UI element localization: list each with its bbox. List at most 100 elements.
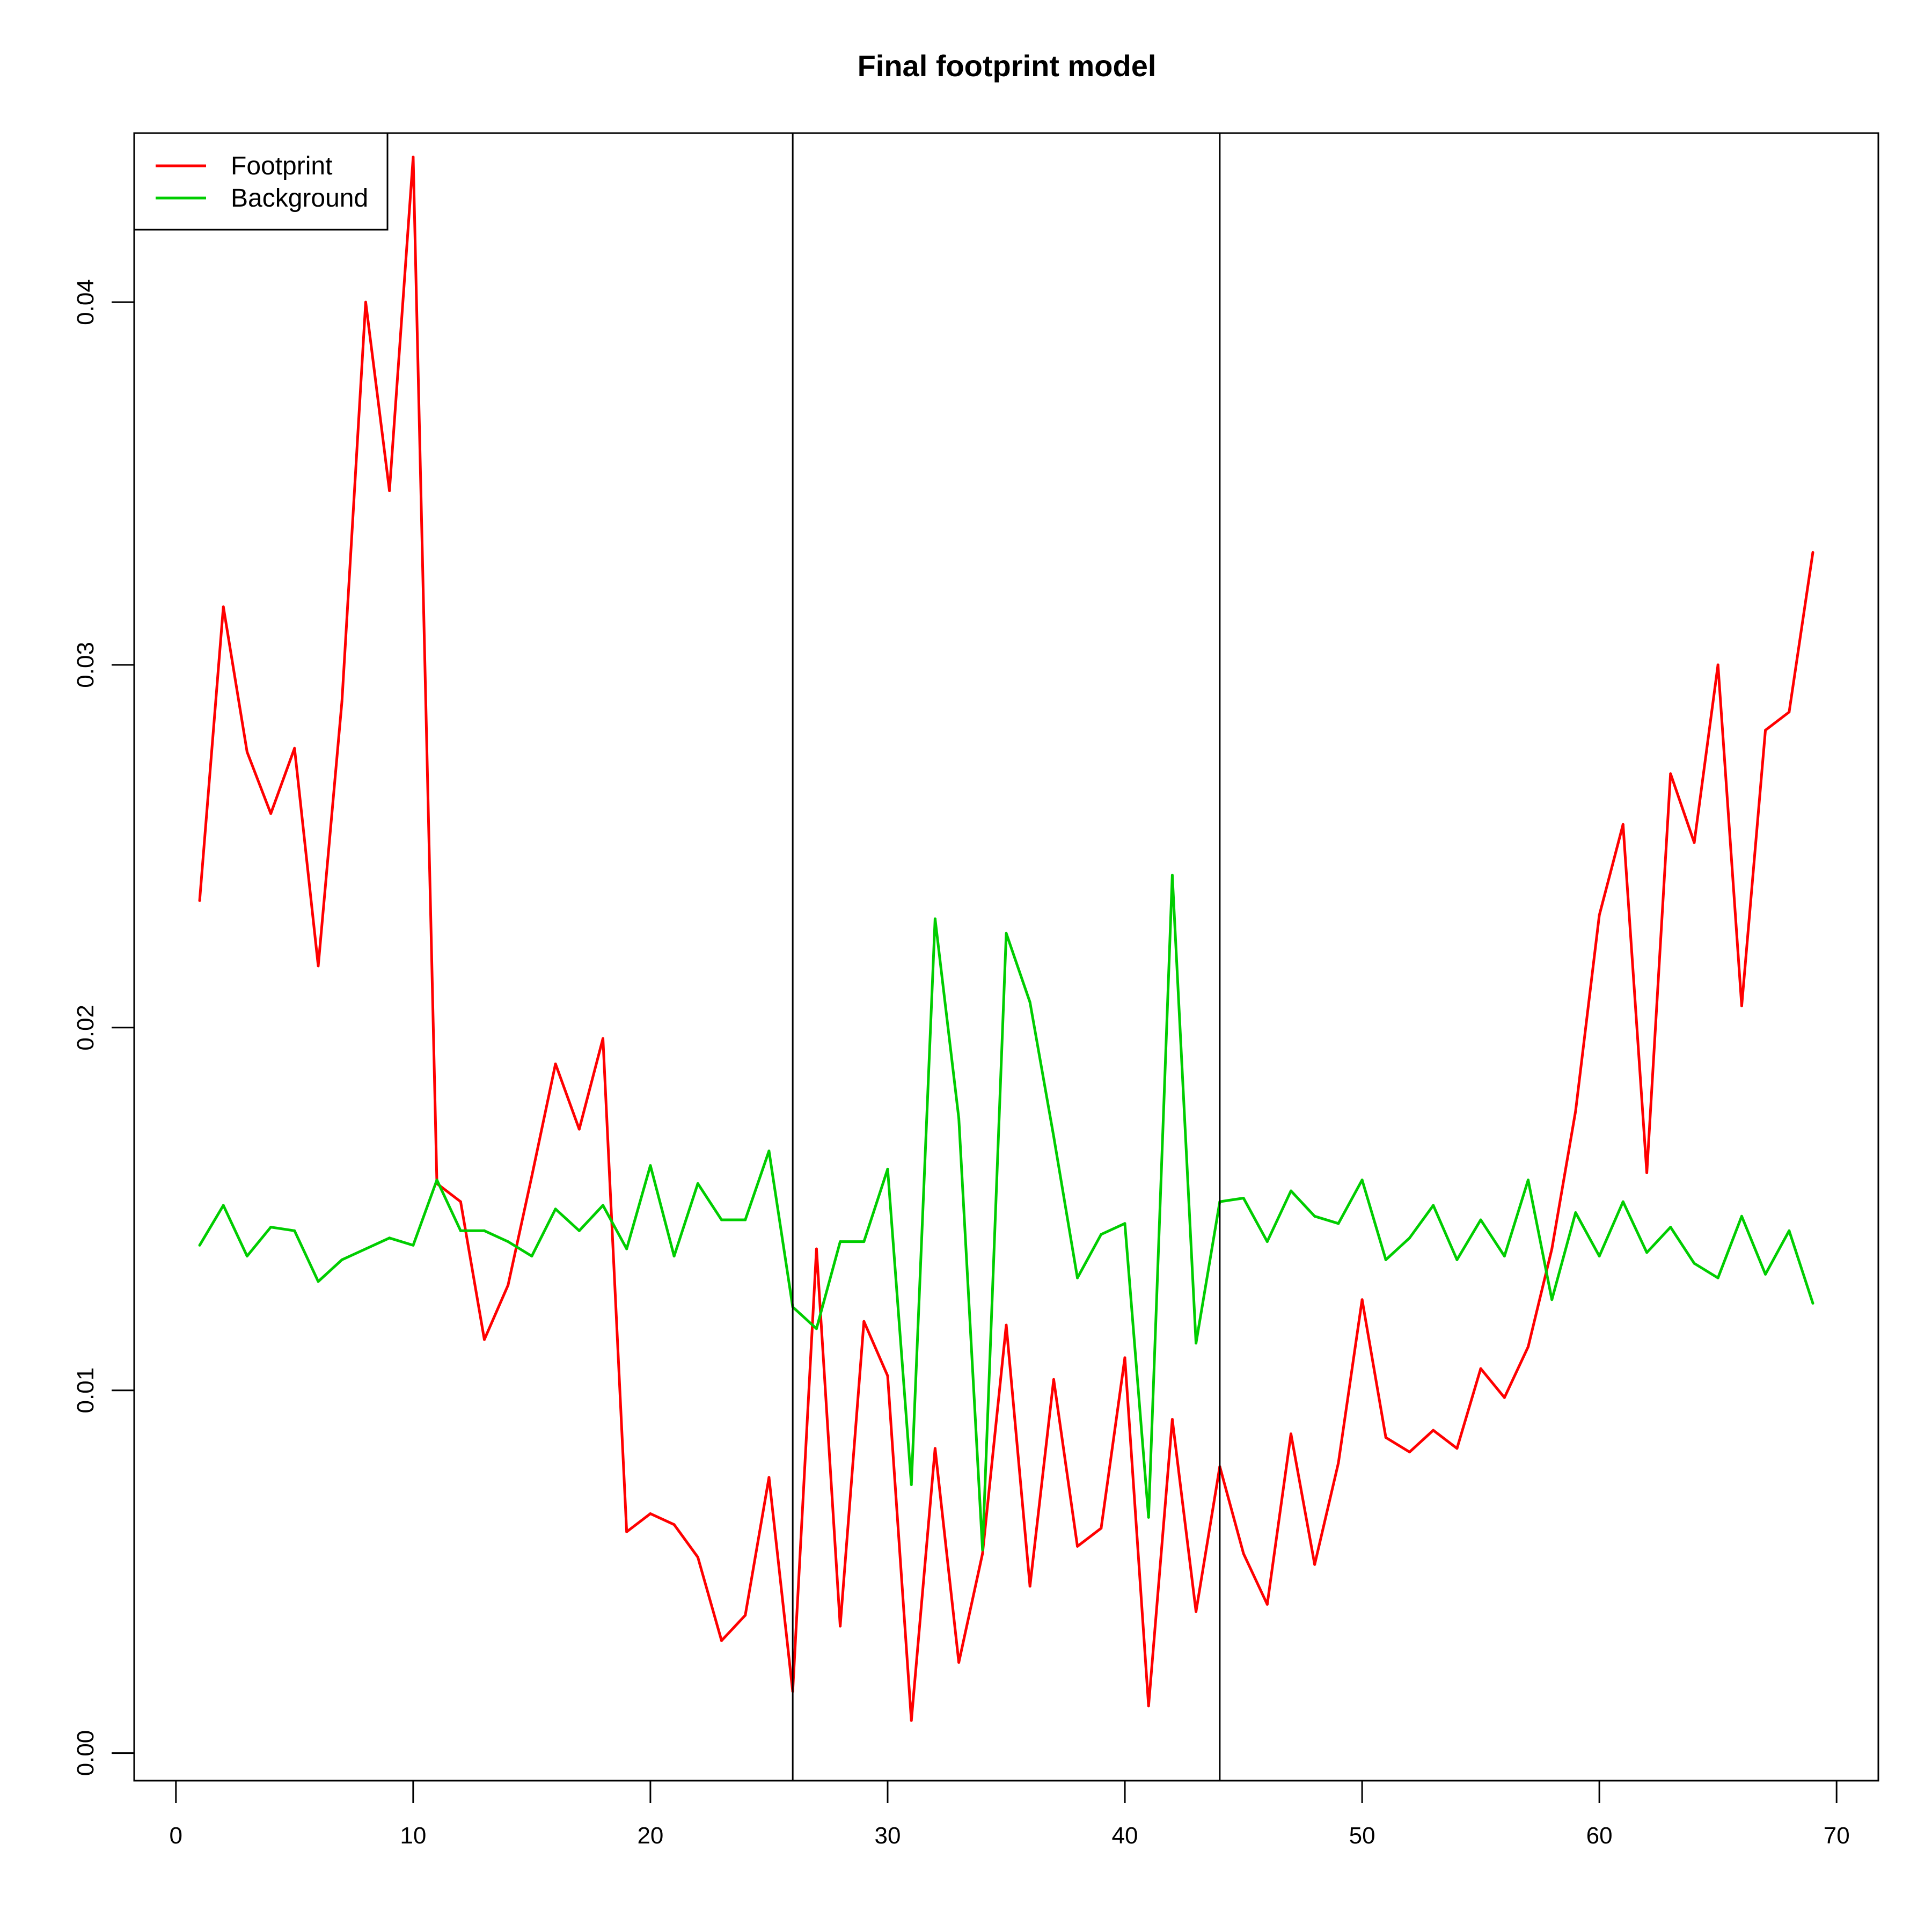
data-point-background <box>1503 1255 1506 1258</box>
data-point-background <box>767 1150 771 1153</box>
series-line-background <box>198 874 1814 1552</box>
data-point-background <box>696 1182 699 1185</box>
data-point-background <box>1360 1179 1364 1182</box>
data-point-background <box>1195 1342 1198 1345</box>
data-point-background <box>1290 1189 1292 1192</box>
data-point-footprint <box>649 1512 652 1515</box>
data-point-background <box>1550 1298 1554 1301</box>
data-point-footprint <box>507 1284 510 1287</box>
data-point-background <box>1645 1251 1649 1254</box>
data-point-background <box>1028 1001 1031 1004</box>
data-point-background <box>1337 1222 1340 1225</box>
vertical-reference-lines <box>792 133 1221 1781</box>
data-point-footprint <box>910 1719 913 1722</box>
data-point-background <box>1123 1222 1126 1225</box>
data-point-footprint <box>886 1374 889 1378</box>
data-point-background <box>1147 1516 1150 1519</box>
data-point-background <box>435 1179 438 1182</box>
data-point-footprint <box>1550 1247 1554 1250</box>
data-point-background <box>483 1229 486 1232</box>
data-point-footprint <box>554 1062 557 1065</box>
data-point-footprint <box>222 605 225 609</box>
data-point-footprint <box>767 1476 771 1479</box>
data-point-background <box>507 1240 510 1243</box>
data-point-background <box>1384 1258 1387 1261</box>
data-point-footprint <box>412 156 415 159</box>
data-point-footprint <box>1242 1552 1245 1555</box>
data-point-footprint <box>1764 729 1767 732</box>
data-point-footprint <box>1455 1447 1459 1450</box>
data-point-background <box>1005 932 1008 935</box>
legend: Footprint Background <box>133 132 389 231</box>
data-point-background <box>1669 1226 1672 1229</box>
data-point-footprint <box>1265 1603 1269 1606</box>
data-point-footprint <box>245 750 248 753</box>
data-point-footprint <box>1503 1396 1506 1399</box>
data-point-background <box>839 1240 842 1243</box>
data-point-background <box>720 1218 723 1221</box>
data-point-footprint <box>720 1639 723 1642</box>
data-point-background <box>1716 1276 1719 1279</box>
data-point-background <box>1811 1302 1814 1305</box>
data-point-background <box>317 1280 320 1283</box>
data-point-background <box>649 1164 652 1167</box>
data-point-footprint <box>1360 1298 1364 1301</box>
data-point-background <box>744 1218 747 1221</box>
data-point-background <box>1408 1236 1411 1240</box>
data-point-footprint <box>364 301 367 304</box>
data-point-footprint <box>933 1447 936 1450</box>
data-point-footprint <box>577 1128 581 1131</box>
data-point-background <box>1455 1258 1459 1261</box>
series-layer <box>198 156 1814 1722</box>
data-point-footprint <box>293 747 296 750</box>
chart-title: Final footprint model <box>858 49 1157 83</box>
data-point-background <box>340 1258 343 1261</box>
data-point-background <box>1265 1240 1269 1243</box>
data-point-footprint <box>744 1614 747 1617</box>
data-point-footprint <box>1432 1429 1435 1432</box>
data-point-background <box>1242 1197 1245 1199</box>
data-point-background <box>577 1229 581 1232</box>
data-point-footprint <box>1123 1356 1126 1359</box>
data-point-footprint <box>1408 1451 1411 1454</box>
y-tick-label: 0.03 <box>72 642 99 688</box>
data-point-footprint <box>1574 1109 1577 1113</box>
y-tick-label: 0.01 <box>72 1367 99 1414</box>
data-point-footprint <box>1479 1367 1482 1370</box>
data-point-footprint <box>1100 1527 1103 1530</box>
legend-label-background: Background <box>231 184 368 213</box>
data-point-footprint <box>1028 1585 1031 1588</box>
data-point-background <box>459 1229 462 1232</box>
x-tick-label: 60 <box>1586 1823 1613 1849</box>
data-point-footprint <box>625 1530 628 1533</box>
data-point-background <box>672 1255 676 1258</box>
x-tick-label: 50 <box>1349 1823 1375 1849</box>
data-point-background <box>1170 874 1174 877</box>
data-point-footprint <box>1313 1563 1316 1566</box>
data-point-footprint <box>459 1200 462 1203</box>
data-point-footprint <box>1337 1461 1340 1465</box>
data-point-footprint <box>198 899 201 902</box>
data-point-background <box>815 1327 818 1330</box>
data-point-footprint <box>1384 1436 1387 1439</box>
data-point-background <box>1313 1214 1316 1218</box>
data-point-footprint <box>1669 772 1672 775</box>
data-point-background <box>412 1243 415 1247</box>
data-point-footprint <box>1740 1004 1743 1007</box>
data-point-footprint <box>672 1523 676 1526</box>
data-point-background <box>388 1236 391 1240</box>
data-point-background <box>1693 1262 1696 1265</box>
x-tick-label: 0 <box>170 1823 182 1849</box>
y-tick-label: 0.00 <box>72 1730 99 1776</box>
data-point-background <box>222 1204 225 1207</box>
data-point-footprint <box>340 700 343 702</box>
x-tick-label: 20 <box>637 1823 663 1849</box>
data-point-footprint <box>483 1338 486 1341</box>
data-point-footprint <box>1170 1418 1174 1421</box>
data-point-background <box>293 1229 296 1232</box>
data-point-background <box>245 1255 248 1258</box>
data-point-background <box>602 1204 604 1207</box>
data-point-footprint <box>317 964 320 968</box>
data-point-background <box>625 1247 628 1250</box>
data-point-footprint <box>1005 1323 1008 1327</box>
